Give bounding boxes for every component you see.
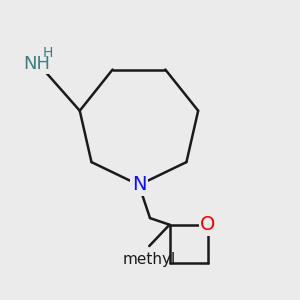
Text: O: O	[200, 215, 215, 234]
Text: H: H	[43, 46, 53, 60]
Text: N: N	[132, 176, 146, 194]
Text: methyl: methyl	[123, 252, 176, 267]
Text: NH: NH	[23, 55, 50, 73]
